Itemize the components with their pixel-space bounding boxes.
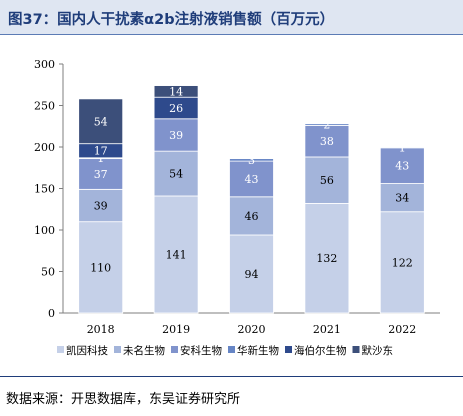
data-label: 54: [94, 115, 108, 128]
data-label: 43: [395, 160, 409, 173]
figure-title: 图37：国内人干扰素α2b注射液销售额（百万元）: [8, 12, 335, 28]
legend-label: 默沙东: [362, 344, 394, 357]
data-label: 39: [169, 129, 183, 142]
x-tick-label: 2022: [388, 323, 416, 336]
legend-label: 凯因科技: [66, 344, 108, 357]
bar-segment: [78, 221, 124, 314]
bar-segment: [379, 183, 425, 213]
bar-stack-2019: 141 54 39 26 14: [153, 85, 199, 314]
source-note: 数据来源：开思数据库，东吴证券研究所: [6, 392, 241, 407]
data-label: 37: [94, 168, 108, 181]
source-divider: [0, 376, 463, 377]
legend-item: 华新生物: [228, 344, 279, 357]
bar-segment: [153, 150, 199, 197]
data-label: 43: [245, 173, 259, 186]
y-tick-label: 0: [48, 307, 55, 320]
data-label: 122: [392, 256, 413, 269]
data-label: 14: [169, 85, 183, 98]
x-tick-label: 2020: [238, 323, 266, 336]
bar-segment: [304, 123, 350, 126]
bar-segment: [153, 195, 199, 314]
bar-stack-2022: 122 34 43 1: [379, 141, 425, 314]
legend-swatch: [114, 346, 121, 353]
legend-item: 未名生物: [114, 344, 165, 357]
data-label: 38: [320, 135, 334, 148]
bar-stack-2020: 94 46 43 3: [229, 154, 274, 314]
bar-segment: [379, 146, 425, 149]
y-tick-label: 250: [34, 100, 55, 113]
data-label: 1: [97, 152, 104, 165]
bar-segment: [304, 125, 350, 158]
bar-segment: [304, 156, 350, 204]
data-label: 3: [248, 154, 255, 167]
legend-swatch: [228, 346, 235, 353]
x-tick-label: 2019: [162, 323, 190, 336]
x-tick-label: 2018: [87, 323, 115, 336]
legend-label: 海伯尔生物: [294, 344, 347, 357]
y-tick-label: 300: [34, 58, 55, 71]
data-label: 46: [245, 210, 259, 223]
bar-segment: [153, 85, 199, 98]
bar-segment: [379, 211, 425, 314]
data-label: 1: [399, 141, 406, 154]
bar-segment: [78, 188, 124, 223]
legend-item: 海伯尔生物: [285, 344, 347, 357]
data-label: 56: [320, 174, 334, 187]
data-label: 141: [166, 248, 187, 261]
bar-segment: [379, 147, 425, 184]
y-tick-label: 150: [34, 183, 55, 196]
bar-segment: [153, 118, 199, 152]
legend-item: 安科生物: [171, 344, 222, 357]
legend-swatch: [57, 346, 64, 353]
y-tick-label: 200: [34, 141, 55, 154]
bar-segment: [229, 196, 274, 236]
data-label: 132: [316, 252, 337, 265]
y-tick-label: 100: [34, 224, 55, 237]
legend-swatch: [352, 346, 360, 353]
bar-stack-2018: 110 39 37 117 54: [78, 98, 124, 314]
data-label: 34: [395, 192, 409, 205]
legend-label: 未名生物: [123, 344, 165, 357]
x-tick-label: 2021: [313, 323, 341, 336]
bar-stack-2021: 132 56 38 2: [304, 119, 350, 314]
stacked-bar-chart: 0 50 100 150 200 250 300 2018 2019 2020 2021 2022 1…: [34, 58, 440, 357]
legend-swatch: [171, 346, 178, 353]
legend-swatch: [285, 346, 292, 353]
title-banner: 图37：国内人干扰素α2b注射液销售额（百万元）: [0, 0, 463, 35]
legend-label: 安科生物: [180, 344, 222, 357]
legend-item: 默沙东: [352, 344, 394, 357]
bar-segment: [78, 98, 124, 145]
bar-segment: [229, 160, 274, 198]
data-label: 94: [245, 268, 259, 281]
data-label: 54: [169, 168, 183, 181]
y-tick-label: 50: [41, 266, 55, 279]
legend-label: 华新生物: [237, 344, 279, 357]
legend-item: 凯因科技: [57, 344, 108, 357]
bar-segment: [304, 203, 350, 314]
data-label: 2: [323, 119, 330, 132]
bar-segment: [229, 234, 274, 314]
data-label: 39: [94, 200, 108, 213]
data-label: 110: [90, 261, 111, 274]
bar-segment: [229, 158, 274, 162]
data-label: 26: [169, 102, 183, 115]
data-label: 17: [94, 145, 108, 158]
